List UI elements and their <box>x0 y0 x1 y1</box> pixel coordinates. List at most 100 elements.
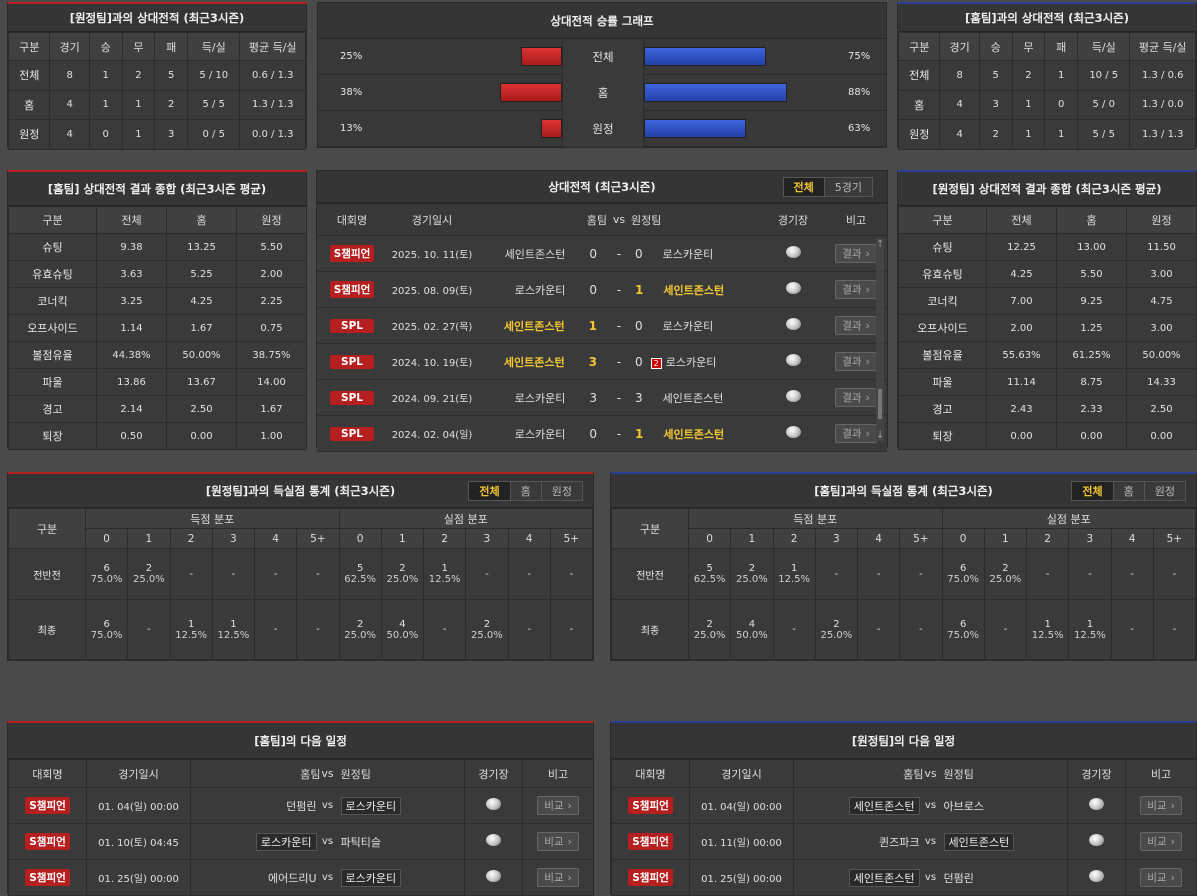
date-cell: 01. 10(토) 04:45 <box>86 823 191 860</box>
stadium-icon[interactable] <box>486 834 501 846</box>
league-badge: S챔피언 <box>628 833 673 850</box>
compare-button[interactable]: 비교 › <box>1140 832 1182 851</box>
compare-button[interactable]: 비교 › <box>1140 796 1182 815</box>
stadium-icon[interactable] <box>1089 870 1104 882</box>
distribution-cell: - <box>1025 548 1070 600</box>
stadium-icon[interactable] <box>1089 834 1104 846</box>
fixture-row[interactable]: S챔피언 01. 04(일) 00:00 던펌린 vs 로스카운티 비교 › <box>8 787 594 824</box>
scroll-down-icon[interactable]: ↓ <box>876 430 885 441</box>
compare-button[interactable]: 비교 › <box>537 796 579 815</box>
stadium-icon[interactable] <box>785 426 801 438</box>
count-value: - <box>1045 568 1050 580</box>
stadium-icon[interactable] <box>785 282 801 294</box>
stadium-icon[interactable] <box>785 390 801 402</box>
stadium-icon[interactable] <box>1089 798 1104 810</box>
cell-value: 3.63 <box>96 260 167 288</box>
match-row[interactable]: S챔피언 2025. 08. 09(토) 로스카운티 0-1 세인트존스턴 결과 › <box>317 271 887 308</box>
date-cell: 2025. 08. 09(토) <box>387 271 477 308</box>
tab-all[interactable]: 전체 <box>783 178 824 196</box>
compare-button[interactable]: 비교 › <box>537 832 579 851</box>
left-pct: 25% <box>340 51 363 62</box>
count-value: 4 <box>399 618 406 630</box>
home-team-name: 로스카운티 <box>514 283 566 297</box>
cell-value: 1.3 / 0.0 <box>1129 89 1196 120</box>
date-cell: 2025. 10. 11(토) <box>387 235 477 272</box>
chevron-right-icon: › <box>865 248 870 260</box>
home-summary-panel: [홈팀] 상대전적 결과 종합 (최근3시즌 평균) 구분 전체 홈 원정 슈팅 9.38… <box>7 170 307 450</box>
compare-button[interactable]: 비교 › <box>1140 868 1182 887</box>
row-label: 퇴장 <box>898 422 987 450</box>
result-button[interactable]: 결과 › <box>835 280 877 299</box>
cell-value: 1.3 / 1.3 <box>1129 119 1196 150</box>
match-row[interactable]: SPL 2024. 09. 21(토) 로스카운티 3-3 세인트존스턴 결과 › <box>317 379 887 416</box>
cell-value: 1.67 <box>236 395 307 423</box>
stadium-icon[interactable] <box>785 246 801 258</box>
result-label: 결과 <box>842 248 862 260</box>
tab-all[interactable]: 전체 <box>1072 482 1113 500</box>
match-row[interactable]: SPL 2024. 02. 04(일) 로스카운티 0-1 세인트존스턴 결과 › <box>317 415 887 452</box>
scrollbar[interactable]: ↑ ↓ <box>876 239 884 441</box>
home-team-cell: 던펌린 <box>190 787 321 824</box>
result-button[interactable]: 결과 › <box>835 244 877 263</box>
home-team-name: 퀸즈파크 <box>879 835 920 849</box>
match-row[interactable]: SPL 2024. 10. 19(토) 세인트존스턴 3-0 2 로스카운티 결과 › <box>317 343 887 380</box>
match-row[interactable]: S챔피언 2025. 10. 11(토) 세인트존스턴 0-0 로스카운티 결과 › <box>317 235 887 272</box>
column-header-home: 홈팀 <box>190 759 321 788</box>
result-button[interactable]: 결과 › <box>835 388 877 407</box>
fixture-row[interactable]: S챔피언 01. 10(토) 04:45 로스카운티 vs 파틱티슬 비교 › <box>8 823 594 860</box>
note-cell: 비교 › <box>1125 787 1197 824</box>
cell-value: 11.50 <box>1126 233 1197 261</box>
tab-away[interactable]: 원정 <box>1143 482 1185 500</box>
tab-5games[interactable]: 5경기 <box>823 178 872 196</box>
tab-home[interactable]: 홈 <box>509 482 541 500</box>
result-button[interactable]: 결과 › <box>835 424 877 443</box>
compare-button[interactable]: 비교 › <box>537 868 579 887</box>
home-team-name: 로스카운티 <box>514 391 566 405</box>
match-row[interactable]: SPL 2025. 02. 27(목) 세인트존스턴 1-0 로스카운티 결과 › <box>317 307 887 344</box>
away-team-cell: 아브로스 <box>937 787 1068 824</box>
scroll-thumb[interactable] <box>878 389 882 419</box>
result-button[interactable]: 결과 › <box>835 352 877 371</box>
goals-home-title: [홈팀]과의 득실점 통계 (최근3시즌) <box>814 483 993 498</box>
percent-value: 25.0% <box>820 629 853 641</box>
count-value: - <box>231 568 236 580</box>
tab-away[interactable]: 원정 <box>540 482 582 500</box>
fixture-row[interactable]: S챔피언 01. 25(일) 00:00 세인트존스턴 vs 던펌린 비교 › <box>611 859 1197 896</box>
cell-value: 4 <box>49 119 90 150</box>
count-value: - <box>527 568 531 580</box>
percent-value: 50.0% <box>386 629 419 641</box>
distribution-cell: 1 12.5% <box>1068 599 1112 660</box>
row-label: 오프사이드 <box>8 314 97 342</box>
distribution-cell: 2 25.0% <box>127 548 171 600</box>
fixture-row[interactable]: S챔피언 01. 04(일) 00:00 세인트존스턴 vs 아브로스 비교 › <box>611 787 1197 824</box>
scroll-up-icon[interactable]: ↑ <box>876 239 885 250</box>
stadium-icon[interactable] <box>486 798 501 810</box>
league-cell: SPL <box>317 307 387 344</box>
fixture-row[interactable]: S챔피언 01. 25(일) 00:00 에어드리U vs 로스카운티 비교 › <box>8 859 594 896</box>
row-label: 경고 <box>8 395 97 423</box>
count-value: - <box>1088 568 1092 580</box>
chevron-right-icon: › <box>567 872 572 884</box>
tab-home[interactable]: 홈 <box>1112 482 1144 500</box>
league-cell: S챔피언 <box>317 235 387 272</box>
cell-value: 0.00 <box>1056 422 1127 450</box>
row-label: 코너킥 <box>8 287 97 315</box>
distribution-cell: 2 25.0% <box>983 548 1028 600</box>
panel-title: [원정팀] 상대전적 결과 종합 (최근3시즌 평균) <box>898 172 1196 206</box>
bucket-header: 3 <box>211 528 256 549</box>
next-away-panel: [원정팀]의 다음 일정 대회명 경기일시 홈팀 vs 원정팀 경기장 비고 S챔피언 01. … <box>610 721 1197 896</box>
vs-separator: - <box>607 271 631 308</box>
bucket-header: 4 <box>507 528 551 549</box>
stadium-icon[interactable] <box>785 354 801 366</box>
panel-title: [원정팀]과의 상대전적 (최근3시즌) <box>8 4 306 32</box>
result-button[interactable]: 결과 › <box>835 316 877 335</box>
fixture-row[interactable]: S챔피언 01. 11(일) 00:00 퀸즈파크 vs 세인트존스턴 비교 › <box>611 823 1197 860</box>
percent-value: 25.0% <box>989 574 1022 585</box>
distribution-cell: 2 25.0% <box>687 599 732 660</box>
recent-tabs: 전체 5경기 <box>782 177 873 197</box>
tab-all[interactable]: 전체 <box>469 482 510 500</box>
stadium-icon[interactable] <box>785 318 801 330</box>
stadium-icon[interactable] <box>486 870 501 882</box>
cell-value: 4.25 <box>986 260 1057 288</box>
count-value: - <box>792 624 796 635</box>
